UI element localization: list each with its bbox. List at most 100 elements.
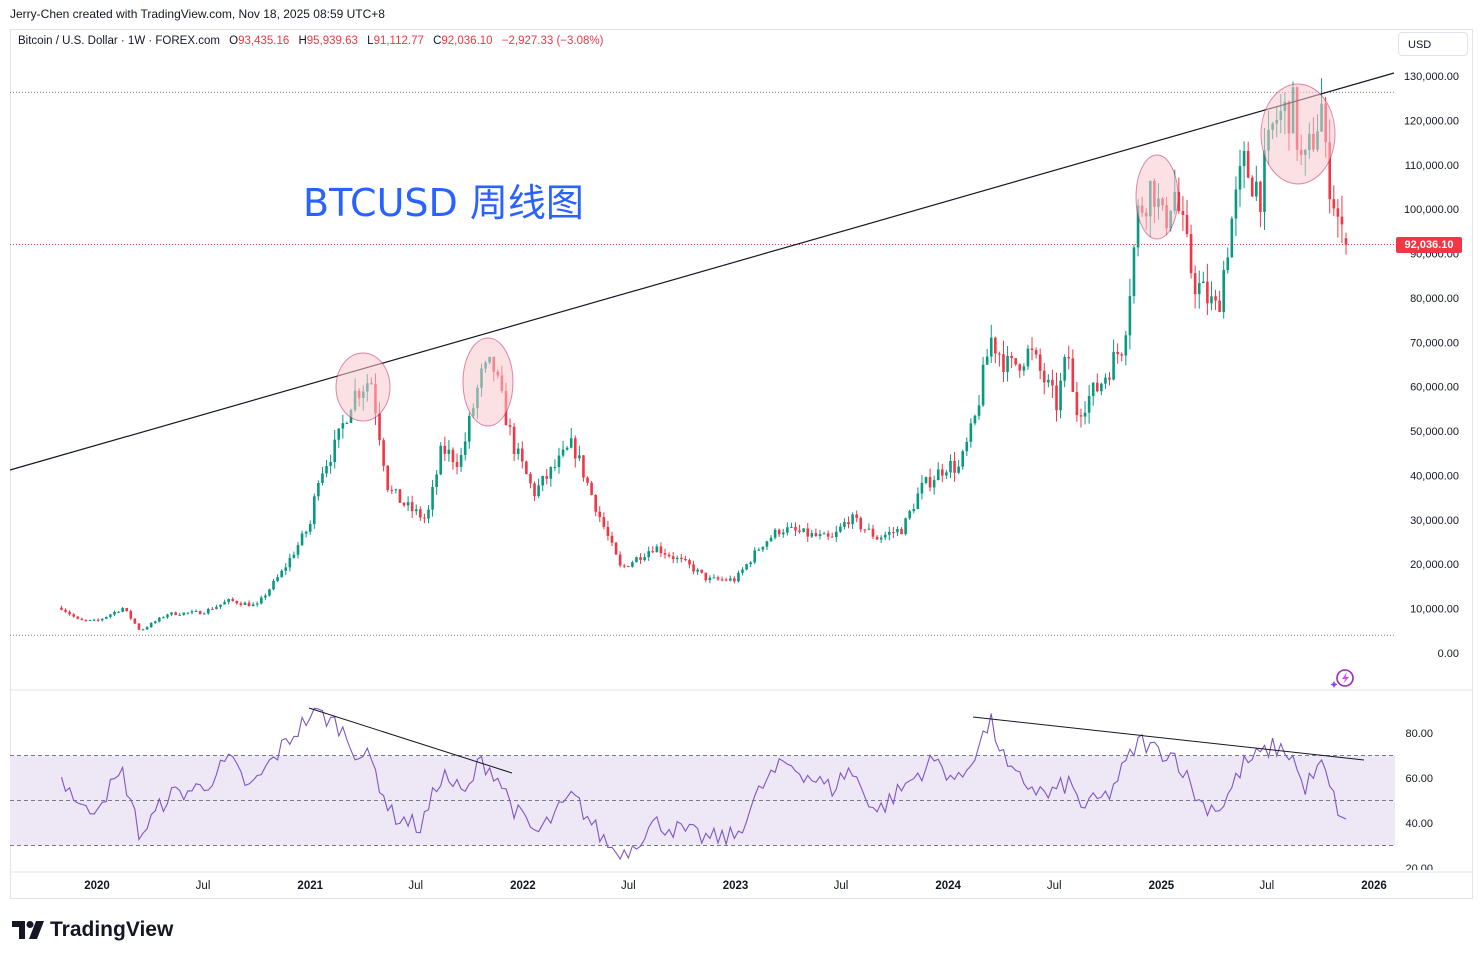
candle-body (1336, 208, 1340, 217)
candle-body (896, 528, 899, 533)
candle-body (219, 604, 222, 607)
candle-body (839, 526, 842, 532)
candle-body (590, 482, 593, 495)
candle-body (194, 611, 198, 613)
candle-body (1034, 350, 1038, 355)
time-tick-label: Jul (621, 880, 636, 892)
candle-body (586, 477, 589, 483)
time-tick-label: 2021 (297, 880, 323, 892)
time-tick-label: 2020 (84, 880, 110, 892)
candle-body (973, 415, 977, 424)
highlight-circle (335, 352, 391, 422)
candle-body (851, 514, 854, 525)
candle-body (1051, 379, 1054, 386)
candle-body (631, 562, 634, 567)
candle-body (773, 529, 777, 538)
price-tick-label: 0.00 (1438, 648, 1459, 660)
candle-body (659, 546, 663, 554)
candle-body (525, 461, 528, 475)
candle-body (72, 614, 75, 617)
candle-body (794, 526, 797, 531)
candle-body (598, 511, 602, 518)
candle-body (806, 528, 810, 537)
symbol-name[interactable]: Bitcoin / U.S. Dollar · 1W · FOREX.com (18, 35, 220, 47)
candle-body (822, 533, 826, 535)
candle-body (345, 423, 349, 425)
chart-drawings (9, 72, 1395, 471)
candle-body (639, 557, 642, 561)
candle-body (1128, 296, 1132, 336)
candle-body (720, 579, 724, 581)
candle-body (341, 423, 345, 429)
candle-body (325, 465, 328, 474)
candle-body (308, 524, 312, 532)
candle-body (928, 477, 932, 488)
candle-body (447, 449, 451, 454)
candle-body (1075, 391, 1079, 416)
candle-body (1132, 247, 1136, 297)
candle-body (1047, 379, 1050, 383)
candle-body (190, 611, 194, 613)
rsi-divergence-line (308, 707, 513, 774)
candle-body (419, 509, 422, 518)
candle-body (129, 611, 133, 619)
price-tick-label: 80,000.00 (1410, 293, 1459, 305)
candle-body (688, 560, 691, 565)
candle-body (178, 614, 182, 616)
candle-body (761, 546, 765, 550)
candle-body (215, 606, 218, 610)
candle-body (757, 549, 761, 551)
candle-body (651, 551, 655, 553)
candle-body (741, 569, 744, 573)
footer-brand: TradingView (50, 918, 174, 941)
candle-body (614, 542, 618, 555)
candle-body (284, 567, 288, 571)
rsi-tick-label: 60.00 (1405, 773, 1433, 785)
candle-body (186, 612, 190, 614)
candle-body (1030, 348, 1034, 351)
sparkle-icon[interactable] (1330, 667, 1358, 689)
price-tick-label: 110,000.00 (1405, 160, 1459, 172)
candle-body (618, 554, 622, 566)
candle-body (300, 533, 304, 546)
candle-body (321, 473, 324, 484)
candle-body (1230, 218, 1234, 258)
candle-body (125, 607, 129, 612)
candle-body (700, 569, 704, 573)
candle-body (749, 562, 752, 565)
candle-body (166, 614, 169, 618)
candle-body (1238, 166, 1242, 190)
candle-body (1055, 385, 1058, 411)
candle-body (398, 489, 402, 503)
candle-body (1242, 151, 1246, 167)
candle-body (231, 599, 235, 602)
candle-body (264, 595, 267, 598)
candle-body (655, 546, 659, 553)
candle-body (162, 617, 165, 619)
candle-body (88, 619, 92, 621)
candle-body (985, 356, 989, 365)
candle-body (1189, 234, 1193, 274)
candle-body (912, 509, 916, 512)
candle-body (887, 532, 891, 535)
candle-body (1210, 296, 1213, 304)
currency-selector[interactable]: USD (1398, 32, 1468, 56)
candle-body (908, 511, 911, 519)
candle-body (141, 629, 145, 631)
candle-body (965, 441, 969, 452)
candle-body (1177, 192, 1181, 212)
candle-body (704, 572, 708, 581)
candle-body (292, 554, 296, 558)
candle-body (867, 528, 871, 530)
candle-body (333, 439, 336, 463)
candle-body (916, 493, 920, 510)
candle-body (467, 415, 471, 442)
candle-body (451, 449, 455, 463)
candle-body (627, 566, 630, 568)
candle-body (900, 528, 903, 535)
candle-body (1083, 412, 1087, 417)
candle-body (1332, 199, 1336, 209)
candle-body (1059, 380, 1062, 411)
chart-annotation[interactable]: BTCUSD 周线图 (303, 181, 584, 225)
